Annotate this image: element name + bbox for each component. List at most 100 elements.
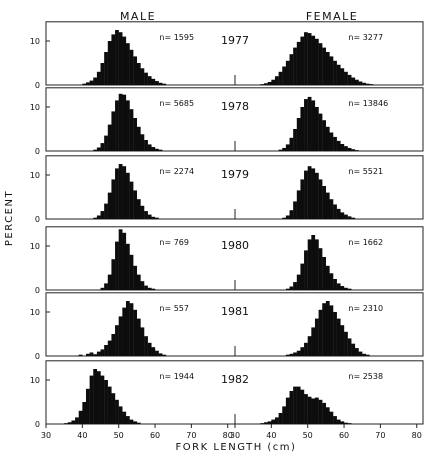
bar-male-1981-61 <box>158 353 163 356</box>
bar-female-1978-47 <box>296 118 301 151</box>
bar-female-1981-54 <box>322 303 327 356</box>
bar-male-1977-56 <box>140 68 145 85</box>
bar-female-1981-50 <box>307 336 312 356</box>
bar-male-1981-48 <box>111 334 116 356</box>
bar-male-1977-54 <box>133 56 138 85</box>
bar-male-1978-51 <box>122 94 127 151</box>
bar-female-1982-53 <box>318 399 323 424</box>
n-label-female-1982: n= 2538 <box>348 372 383 381</box>
bar-male-1979-48 <box>111 179 116 219</box>
bar-male-1981-56 <box>140 327 145 356</box>
bar-female-1982-55 <box>325 407 330 424</box>
bar-female-1980-57 <box>333 279 337 290</box>
y-tick-label-1981-10: 10 <box>30 308 40 317</box>
bar-female-1979-53 <box>318 179 323 219</box>
bar-male-1981-58 <box>147 342 152 356</box>
bar-female-1981-65 <box>362 353 366 356</box>
panel-year-1980: 1980 <box>221 239 249 252</box>
y-tick-label-1981-0: 0 <box>35 352 40 361</box>
bar-female-1977-40 <box>271 79 276 85</box>
bar-male-1977-52 <box>125 43 130 85</box>
bar-male-1980-50 <box>118 229 123 290</box>
x-tick-label-female-60: 60 <box>339 431 349 440</box>
bar-female-1980-51 <box>311 235 316 290</box>
bar-male-1980-56 <box>140 281 145 290</box>
bar-female-1979-52 <box>314 172 319 219</box>
bar-female-1978-45 <box>289 137 294 151</box>
x-tick-label-female-50: 50 <box>303 431 313 440</box>
bar-male-1978-54 <box>133 118 138 151</box>
bar-male-1981-43 <box>93 354 98 356</box>
bar-female-1981-47 <box>296 350 301 356</box>
bar-male-1981-39 <box>78 354 83 356</box>
bar-female-1977-48 <box>300 36 305 85</box>
bar-female-1978-61 <box>347 147 352 151</box>
bar-male-1980-52 <box>125 243 130 290</box>
bar-male-1979-50 <box>118 164 123 219</box>
bar-female-1982-43 <box>282 406 287 424</box>
bar-male-1982-46 <box>104 380 108 424</box>
bar-female-1977-39 <box>267 81 272 85</box>
y-tick-label-1977-0: 0 <box>35 81 40 90</box>
x-axis-label: FORK LENGTH (cm) <box>176 442 297 453</box>
bar-female-1981-56 <box>329 305 334 356</box>
panel-year-1977: 1977 <box>221 34 249 47</box>
bar-female-1977-37 <box>260 84 265 85</box>
bar-male-1982-48 <box>111 393 116 424</box>
bar-male-1979-58 <box>147 214 152 219</box>
panel-year-1978: 1978 <box>221 100 249 113</box>
bar-male-1981-44 <box>96 351 101 356</box>
bar-male-1982-35 <box>64 423 68 424</box>
bar-female-1977-56 <box>329 56 334 85</box>
bar-male-1982-55 <box>136 422 141 424</box>
bar-female-1982-50 <box>307 396 312 424</box>
bar-male-1982-44 <box>96 371 101 424</box>
bar-male-1979-57 <box>144 211 148 219</box>
y-tick-label-1982-0: 0 <box>35 420 40 429</box>
bar-female-1980-50 <box>307 239 312 290</box>
bar-female-1978-56 <box>329 132 334 151</box>
bar-female-1980-59 <box>340 286 345 290</box>
bar-male-1981-50 <box>118 316 123 356</box>
column-title-male: MALE <box>120 10 156 23</box>
bar-male-1982-40 <box>82 402 87 424</box>
bar-female-1978-57 <box>333 136 337 151</box>
bar-female-1982-49 <box>304 394 308 424</box>
n-label-male-1978: n= 5685 <box>159 99 194 108</box>
bar-female-1977-51 <box>311 35 316 85</box>
bar-female-1982-58 <box>336 419 341 424</box>
bar-male-1981-47 <box>107 340 112 356</box>
x-tick-label-male-40: 40 <box>77 431 87 440</box>
bar-female-1979-54 <box>322 186 327 219</box>
x-tick-label-female-70: 70 <box>375 431 385 440</box>
n-label-male-1980: n= 769 <box>159 238 189 247</box>
bar-female-1979-57 <box>333 204 337 219</box>
bar-male-1981-60 <box>155 350 159 356</box>
bar-male-1981-55 <box>136 318 141 356</box>
bar-female-1977-60 <box>344 71 348 85</box>
bar-female-1977-59 <box>340 68 345 85</box>
bar-male-1977-55 <box>136 63 141 85</box>
bar-male-1982-41 <box>85 388 90 424</box>
n-label-female-1981: n= 2310 <box>348 304 383 313</box>
bar-female-1981-53 <box>318 309 323 356</box>
bar-female-1978-50 <box>307 96 312 151</box>
bar-male-1982-42 <box>89 375 94 424</box>
bar-female-1979-50 <box>307 166 312 219</box>
bar-male-1978-46 <box>104 135 108 151</box>
bar-male-1981-42 <box>89 352 94 356</box>
bar-male-1981-41 <box>85 353 90 356</box>
bar-female-1981-61 <box>347 338 352 356</box>
bar-male-1982-39 <box>78 410 83 424</box>
y-tick-label-1980-0: 0 <box>35 286 40 295</box>
bar-male-1978-52 <box>125 100 130 151</box>
bar-female-1980-46 <box>293 282 297 290</box>
bar-male-1982-36 <box>67 422 72 424</box>
bar-male-1979-56 <box>140 205 145 219</box>
bar-male-1981-54 <box>133 309 138 356</box>
bar-male-1979-52 <box>125 172 130 219</box>
bar-female-1978-51 <box>311 100 316 151</box>
bar-female-1979-48 <box>300 179 305 219</box>
bar-male-1978-57 <box>144 140 148 151</box>
n-label-female-1979: n= 5521 <box>348 167 383 176</box>
